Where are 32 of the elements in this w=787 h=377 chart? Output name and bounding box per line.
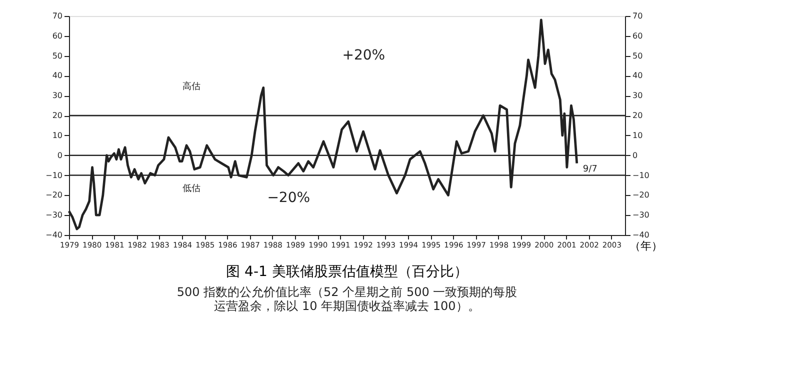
annotation: 低估 [182, 182, 200, 194]
y2-tick-label: 30 [632, 91, 643, 100]
annotation: 高估 [182, 81, 200, 92]
y-tick-label: 0 [57, 150, 62, 160]
annotation: 9/7 [582, 164, 598, 174]
y-tick-label: −30 [46, 210, 62, 220]
y-tick-label: 70 [52, 12, 62, 20]
y-tick-label: 50 [52, 51, 62, 60]
y2-tick-label: 50 [632, 51, 643, 60]
y-tick-label: 20 [52, 111, 62, 120]
text: 500 指数的公允价值比率（52 个星期之前 500 一致预期的每股运营盈余，除以 10 年期国债收益率减去 100）。 [176, 285, 518, 313]
y2-tick-label: −20 [632, 190, 650, 200]
y2-tick-label: 70 [632, 12, 643, 20]
y-tick-label: −10 [46, 170, 62, 180]
y-tick-label: 10 [52, 130, 62, 140]
y2-tick-label: −30 [632, 210, 650, 220]
y-tick-label: −40 [46, 230, 62, 240]
y2-tick-label: 10 [632, 130, 643, 140]
annotation: +20% [342, 47, 386, 64]
y2-tick-label: −40 [632, 230, 650, 240]
y2-tick-label: 40 [632, 71, 643, 80]
y2-tick-label: −10 [632, 170, 650, 180]
y-tick-label: −20 [46, 190, 62, 200]
text: 图 4-1 美联储股票估值模型（百分比） [226, 264, 468, 280]
annotation: −20% [267, 190, 310, 206]
y2-tick-label: 20 [632, 111, 643, 120]
x-axis-title: （年） [630, 240, 662, 252]
y-tick-label: 40 [52, 71, 62, 80]
y-tick-label: 60 [52, 31, 62, 40]
y-tick-label: 30 [52, 91, 62, 100]
y2-tick-label: 0 [632, 150, 638, 160]
y2-tick-label: 60 [632, 31, 643, 40]
